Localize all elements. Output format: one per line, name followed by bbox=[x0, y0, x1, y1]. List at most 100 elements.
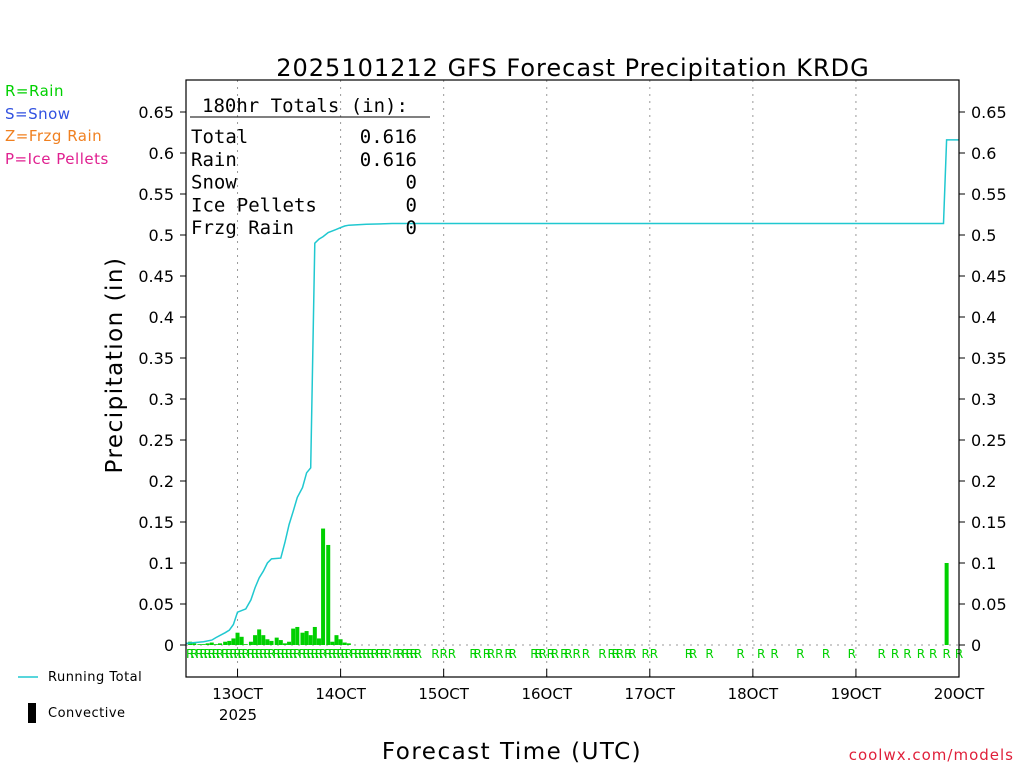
precip-bar bbox=[300, 632, 305, 645]
rain-marker: R bbox=[538, 647, 546, 661]
x-axis-label: Forecast Time (UTC) bbox=[382, 739, 642, 765]
y-tick-label-left: 0.25 bbox=[138, 431, 174, 450]
precip-bar bbox=[944, 563, 949, 645]
rain-marker: R bbox=[929, 647, 937, 661]
rain-marker: R bbox=[903, 647, 911, 661]
precip-bars bbox=[188, 528, 949, 645]
rain-marker: R bbox=[267, 647, 275, 661]
precip-bar bbox=[295, 626, 300, 645]
rain-marker: R bbox=[208, 647, 216, 661]
running-total-line bbox=[185, 139, 959, 645]
y-tick-label-right: 0.35 bbox=[971, 349, 1007, 368]
rain-marker: R bbox=[259, 647, 267, 661]
rain-marker: R bbox=[380, 647, 388, 661]
precip-bar bbox=[223, 641, 228, 645]
rain-marker: R bbox=[255, 647, 263, 661]
rain-marker: R bbox=[624, 647, 632, 661]
rain-marker: R bbox=[439, 647, 447, 661]
precip-bar bbox=[269, 640, 274, 645]
rain-marker: R bbox=[448, 647, 456, 661]
rain-marker: R bbox=[504, 647, 512, 661]
rain-marker: R bbox=[289, 647, 297, 661]
y-tick-label-right: 0.2 bbox=[971, 472, 996, 491]
rain-marker: R bbox=[495, 647, 503, 661]
totals-row-label: Ice Pellets bbox=[191, 194, 317, 216]
rain-marker: R bbox=[370, 647, 378, 661]
precip-bar bbox=[291, 628, 296, 645]
rain-marker: R bbox=[251, 647, 259, 661]
precip-bar bbox=[261, 635, 266, 645]
precip-bar bbox=[330, 641, 335, 645]
y-tick-label-left: 0.35 bbox=[138, 349, 174, 368]
rain-marker: R bbox=[281, 647, 289, 661]
rain-marker: R bbox=[607, 647, 615, 661]
y-tick-label-right: 0.45 bbox=[971, 267, 1007, 286]
rain-marker: R bbox=[216, 647, 224, 661]
rain-marker: R bbox=[247, 647, 255, 661]
rain-marker: R bbox=[315, 647, 323, 661]
precip-bar bbox=[239, 636, 244, 645]
x-axis: 13OCT 14OCT 15OCT 16OCT 17OCT 18OCT 19OCT 20OCT bbox=[212, 669, 985, 703]
rain-marker: R bbox=[345, 647, 353, 661]
x-axis-sublabel: 2025 bbox=[219, 706, 257, 724]
rain-marker: R bbox=[757, 647, 765, 661]
legend-ice-pellets: P=Ice Pellets bbox=[5, 150, 109, 168]
y-axis-label: Precipitation (in) bbox=[102, 257, 128, 474]
y-tick-label-left: 0.55 bbox=[138, 185, 174, 204]
y-tick-label-right: 0.3 bbox=[971, 390, 996, 409]
y-tick-label-left: 0.3 bbox=[149, 390, 174, 409]
rain-marker: R bbox=[362, 647, 370, 661]
rain-marker: R bbox=[560, 647, 568, 661]
totals-row-value: 0 bbox=[406, 194, 417, 216]
y-tick-label-left: 0.6 bbox=[149, 144, 174, 163]
rain-marker: R bbox=[547, 647, 555, 661]
precip-bar bbox=[316, 638, 321, 645]
rain-marker: R bbox=[612, 647, 620, 661]
rain-marker: R bbox=[878, 647, 886, 661]
rain-marker: R bbox=[582, 647, 590, 661]
precip-bar bbox=[265, 639, 270, 645]
rain-marker: R bbox=[689, 647, 697, 661]
legend-snow: S=Snow bbox=[5, 105, 71, 123]
rain-marker: R bbox=[796, 647, 804, 661]
precip-bar bbox=[243, 644, 248, 645]
rain-marker: R bbox=[685, 647, 693, 661]
rain-marker: R bbox=[186, 647, 194, 661]
precip-bar bbox=[274, 637, 279, 645]
rain-marker: R bbox=[487, 647, 495, 661]
precip-bar bbox=[227, 640, 232, 645]
rain-marker: R bbox=[431, 647, 439, 661]
rain-marker: R bbox=[376, 647, 384, 661]
precip-bar bbox=[209, 642, 214, 645]
rain-marker: R bbox=[328, 647, 336, 661]
y-tick-label-right: 0.65 bbox=[971, 103, 1007, 122]
rain-marker: R bbox=[298, 647, 306, 661]
rain-marker: R bbox=[242, 647, 250, 661]
totals-row-value: 0 bbox=[406, 217, 417, 239]
rain-marker: R bbox=[203, 647, 211, 661]
totals-header: 180hr Totals (in): bbox=[202, 95, 408, 117]
rain-marker: R bbox=[572, 647, 580, 661]
y-tick-label-left: 0.45 bbox=[138, 267, 174, 286]
rain-marker: R bbox=[221, 647, 229, 661]
source-watermark: coolwx.com/models bbox=[848, 746, 1014, 764]
precip-bar bbox=[308, 635, 313, 645]
rain-marker: R bbox=[410, 647, 418, 661]
y-tick-label-left: 0.4 bbox=[149, 308, 174, 327]
x-tick-label: 19OCT bbox=[831, 685, 882, 703]
rain-marker: R bbox=[273, 647, 281, 661]
chart-title: 2025101212 GFS Forecast Precipitation KR… bbox=[276, 54, 869, 82]
precip-bar bbox=[201, 644, 206, 645]
rain-marker: R bbox=[341, 647, 349, 661]
y-tick-label-left: 0 bbox=[164, 636, 174, 655]
rain-marker: R bbox=[311, 647, 319, 661]
rain-marker: R bbox=[199, 647, 207, 661]
precip-bar bbox=[192, 643, 197, 645]
rain-marker: R bbox=[293, 647, 301, 661]
precip-bar bbox=[197, 644, 202, 645]
convective-legend-label: Convective bbox=[48, 706, 126, 721]
precip-bar bbox=[282, 643, 287, 645]
rain-marker: R bbox=[405, 647, 413, 661]
rain-marker: R bbox=[195, 647, 203, 661]
